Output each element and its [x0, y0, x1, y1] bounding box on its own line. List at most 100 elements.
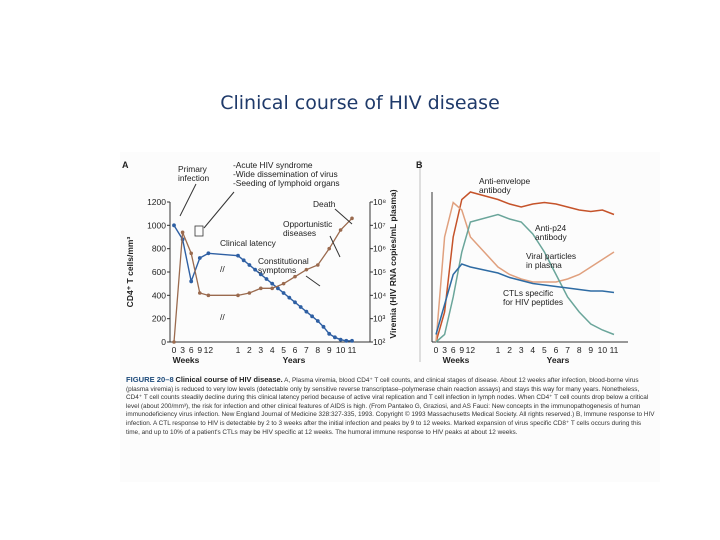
viremia-point [338, 228, 343, 232]
cd4-point [236, 253, 240, 258]
year-tick-label: 8 [577, 345, 582, 355]
acute-phase-notes: -Acute HIV syndrome [233, 160, 313, 170]
cd4-point [298, 305, 303, 309]
viremia-line [173, 217, 353, 343]
weeks-axis-title: Weeks [173, 355, 200, 365]
cd8-ctl-line [435, 201, 615, 343]
year-tick-label: 10 [598, 345, 608, 355]
viremia-point [259, 286, 263, 291]
cd4-point [258, 272, 263, 277]
primary-infection-arrow [179, 183, 197, 217]
cd4-tick-label: 400 [152, 290, 166, 300]
year-tick-label: 2 [507, 345, 512, 355]
viremia-point [206, 293, 211, 298]
cd4-point [241, 258, 246, 263]
year-tick-label: 7 [565, 345, 570, 355]
cd4-point [333, 335, 337, 340]
week-tick-label: 0 [434, 345, 439, 355]
cd4-point [315, 319, 320, 323]
week-tick-label: 9 [197, 345, 202, 355]
year-tick-label: 9 [588, 345, 593, 355]
cd4-point [327, 331, 332, 336]
year-tick-label: 9 [327, 345, 332, 355]
cd4-point [206, 251, 211, 256]
year-tick-label: 6 [554, 345, 559, 355]
opportunistic-diseases-label: Opportunistic [283, 219, 332, 229]
primary-infection-label: infection [178, 173, 210, 183]
figure-panel: A 0 200 400 600 800 1000 1200 10⁸ 10⁷ 10⁶ 10⁵ 10⁴ 10³… [120, 152, 660, 482]
cd4-tick-label: 800 [152, 244, 166, 254]
viremia-point [316, 263, 320, 267]
week-tick-label: 6 [189, 345, 194, 355]
opportunistic-arrow [329, 235, 341, 258]
cd4-point [310, 314, 314, 319]
viremia-point [172, 340, 176, 344]
anti-envelope-label: Anti-envelope [479, 176, 531, 186]
cd4-point [270, 281, 275, 286]
week-tick-label: 3 [180, 345, 185, 355]
panel-b-letter: B [416, 160, 423, 170]
year-tick-label: 11 [610, 345, 619, 355]
cd4-point [276, 286, 280, 291]
viremia-point [180, 230, 185, 235]
opportunistic-diseases-label: diseases [283, 228, 316, 238]
cd4-point [304, 309, 309, 314]
cd4-tick-label: 200 [152, 314, 166, 324]
slide-title: Clinical course of HIV disease [220, 92, 500, 114]
year-tick-label: 1 [496, 345, 501, 355]
year-tick-label: 4 [530, 345, 535, 355]
cd4-point [281, 291, 286, 295]
year-tick-label: 6 [293, 345, 298, 355]
cd4-point [247, 263, 252, 267]
week-tick-label: 9 [459, 345, 464, 355]
year-tick-label: 3 [519, 345, 524, 355]
cd4-point [293, 300, 297, 305]
viremia-point [293, 274, 297, 279]
year-tick-label: 11 [348, 345, 357, 355]
acute-phase-arrow [203, 191, 235, 229]
viremia-tick-label: 10⁵ [373, 267, 386, 277]
cd4-point [197, 256, 202, 260]
week-tick-label: 6 [451, 345, 456, 355]
week-tick-label: 12 [204, 345, 214, 355]
viremia-axis-label: Viremia (HIV RNA copies/mL plasma) [388, 189, 398, 338]
viremia-point [189, 251, 193, 256]
viral-particles-line [435, 263, 615, 335]
axis-break-mark: // [220, 264, 225, 274]
acute-phase-bracket [194, 225, 204, 237]
constitutional-symptoms-label: symptoms [258, 265, 296, 275]
caption-title: Clinical course of HIV disease. [175, 375, 283, 384]
viremia-point [236, 293, 240, 298]
cd4-point [287, 295, 292, 300]
week-tick-label: 0 [172, 345, 177, 355]
viremia-point [247, 291, 252, 295]
cd4-axis-label: CD4⁺ T cells/mm³ [125, 237, 135, 308]
year-tick-label: 5 [281, 345, 286, 355]
cd4-tick-label: 0 [161, 337, 166, 347]
viremia-tick-label: 10⁸ [373, 197, 386, 207]
cd4-point [350, 338, 354, 343]
viremia-tick-label: 10³ [373, 314, 385, 324]
year-tick-label: 2 [247, 345, 252, 355]
cd4-tick-label: 1000 [147, 220, 166, 230]
year-tick-label: 3 [258, 345, 263, 355]
primary-infection-label: Primary [178, 164, 208, 174]
anti-p24-line [435, 213, 615, 343]
death-label: Death [313, 199, 336, 209]
cd4-point [172, 223, 176, 228]
cd4-point [338, 337, 343, 342]
year-tick-label: 1 [236, 345, 241, 355]
viremia-tick-label: 10² [373, 337, 385, 347]
cd4-tick-label: 600 [152, 267, 166, 277]
ctl-label: CTLs specific [503, 288, 553, 298]
viral-particles-label: Viral particles [526, 251, 576, 261]
acute-phase-notes: -Seeding of lymphoid organs [233, 178, 340, 188]
year-tick-label: 7 [304, 345, 309, 355]
viral-particles-label: in plasma [526, 260, 562, 270]
viremia-point [281, 281, 286, 286]
caption-text: A, Plasma viremia, blood CD4⁺ T cell cou… [126, 377, 655, 436]
panel-a-letter: A [122, 160, 129, 170]
cd4-point [344, 338, 349, 343]
weeks-axis-title: Weeks [443, 355, 470, 365]
